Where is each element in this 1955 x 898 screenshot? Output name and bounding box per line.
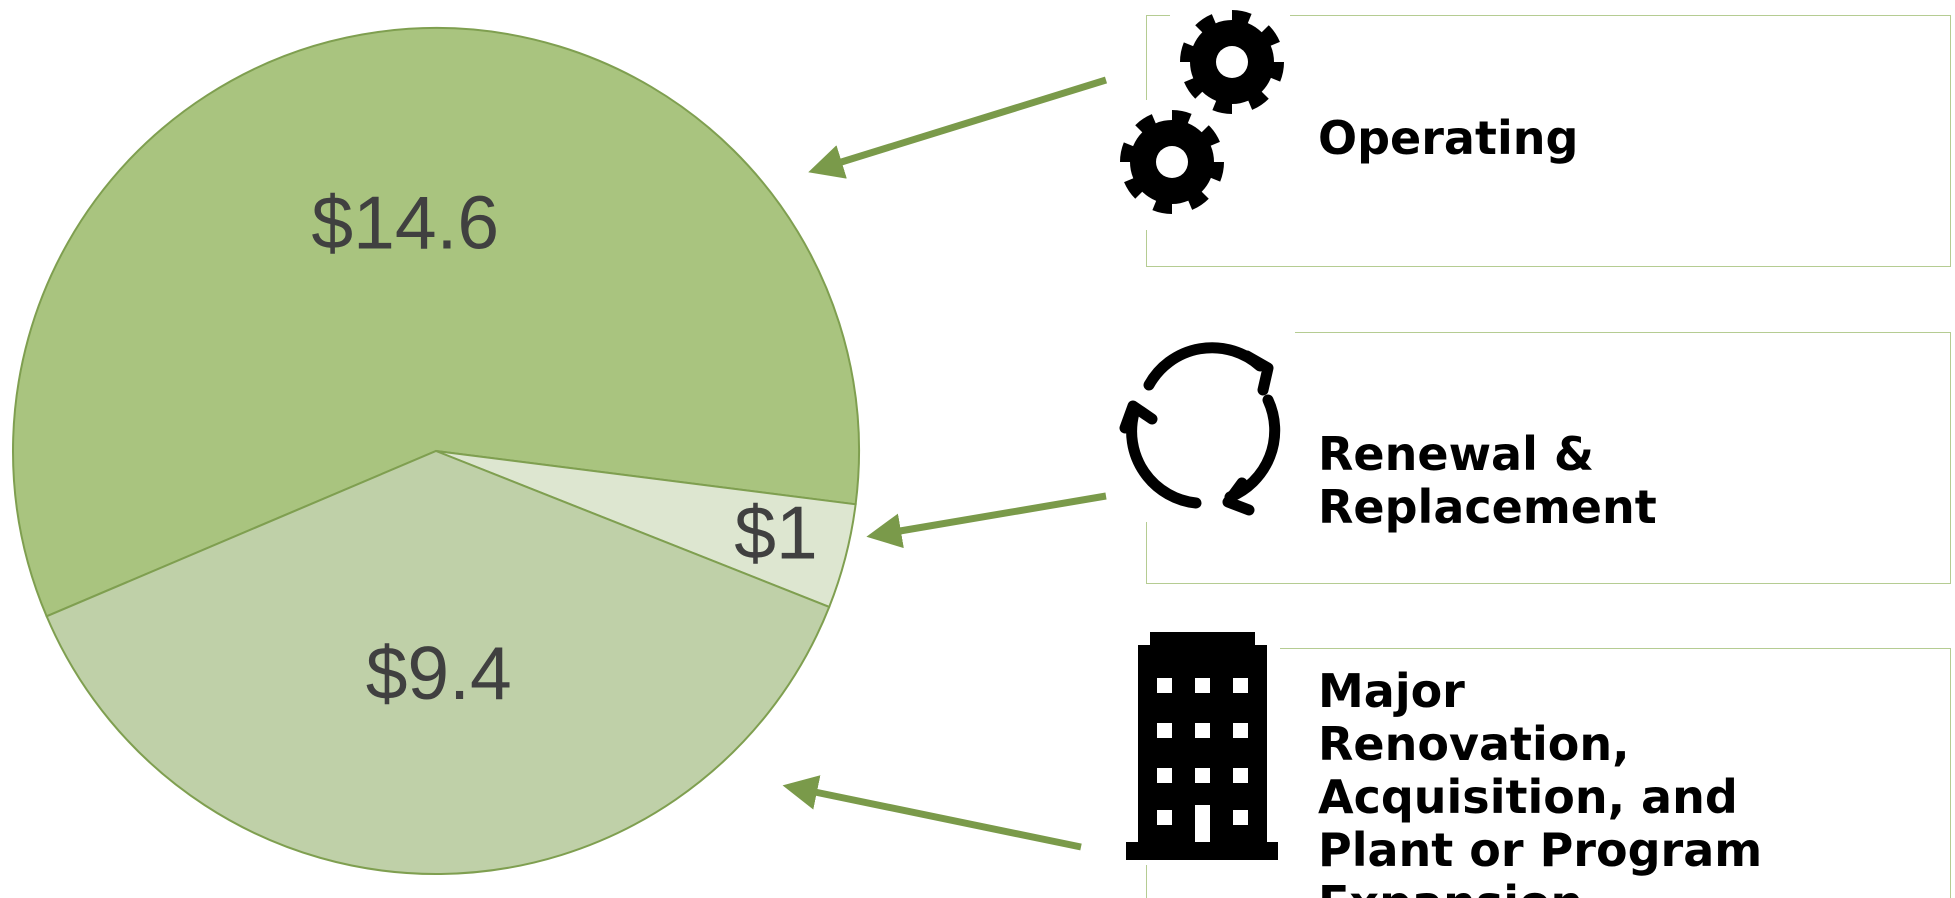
category-label: Renewal & Replacement (1318, 427, 1657, 534)
data-label: $1 (734, 490, 817, 574)
data-label: $9.4 (366, 631, 512, 715)
pie-slice (12, 27, 860, 618)
category-label: Operating (1318, 111, 1579, 165)
data-label: $14.6 (311, 181, 499, 265)
gears-icon (1110, 0, 1290, 230)
arrow (782, 775, 1082, 851)
building-icon (1126, 625, 1280, 865)
arrow (866, 492, 1107, 549)
pie-slice (45, 449, 831, 875)
category-label: Major Renovation, Acquisition, and Plant… (1318, 664, 1763, 898)
arrow (808, 76, 1108, 179)
cycle-icon (1110, 332, 1295, 522)
